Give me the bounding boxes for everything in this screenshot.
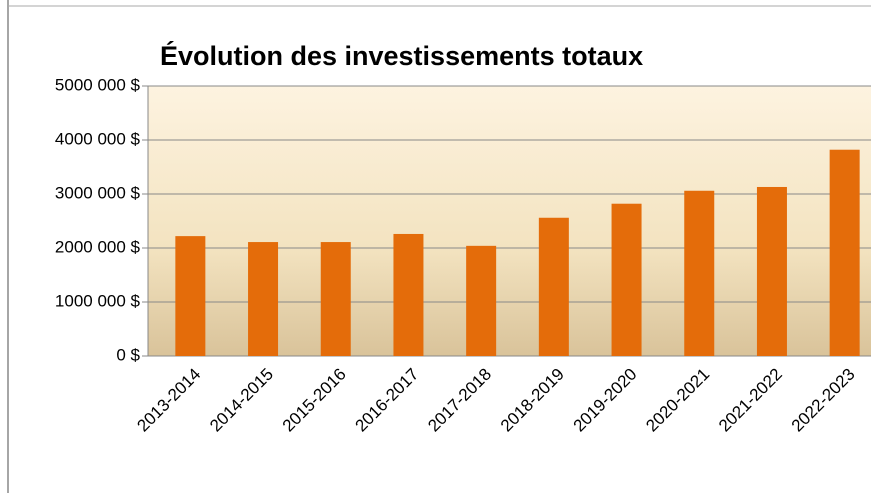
- bar: [611, 203, 642, 356]
- y-tick-label: 3000 000 $: [55, 183, 141, 202]
- bar: [829, 149, 860, 356]
- bar: [756, 186, 787, 356]
- y-tick-label: 2000 000 $: [55, 237, 141, 256]
- x-tick-label: 2017-2018: [424, 365, 495, 436]
- bar: [538, 217, 569, 356]
- x-tick-label: 2016-2017: [352, 365, 423, 436]
- x-tick-label: 2014-2015: [206, 365, 277, 436]
- chart-title: Évolution des investissements totaux: [160, 40, 643, 71]
- x-tick-label: 2018-2019: [497, 365, 568, 436]
- y-tick-label: 4000 000 $: [55, 129, 141, 148]
- y-tick-label: 0 $: [116, 345, 140, 364]
- x-tick-label: 2022-2023: [788, 365, 859, 436]
- bar: [175, 236, 206, 356]
- bar: [684, 190, 715, 356]
- bar: [466, 245, 497, 356]
- x-tick-label: 2015-2016: [279, 365, 350, 436]
- bar: [248, 242, 279, 356]
- x-tick-label: 2019-2020: [570, 365, 641, 436]
- x-tick-label: 2020-2021: [642, 365, 713, 436]
- bar: [393, 233, 424, 356]
- y-tick-label: 1000 000 $: [55, 291, 141, 310]
- x-tick-label: 2013-2014: [133, 365, 204, 436]
- bar: [320, 242, 351, 356]
- x-tick-label: 2021-2022: [715, 365, 786, 436]
- y-tick-label: 5000 000 $: [55, 75, 141, 94]
